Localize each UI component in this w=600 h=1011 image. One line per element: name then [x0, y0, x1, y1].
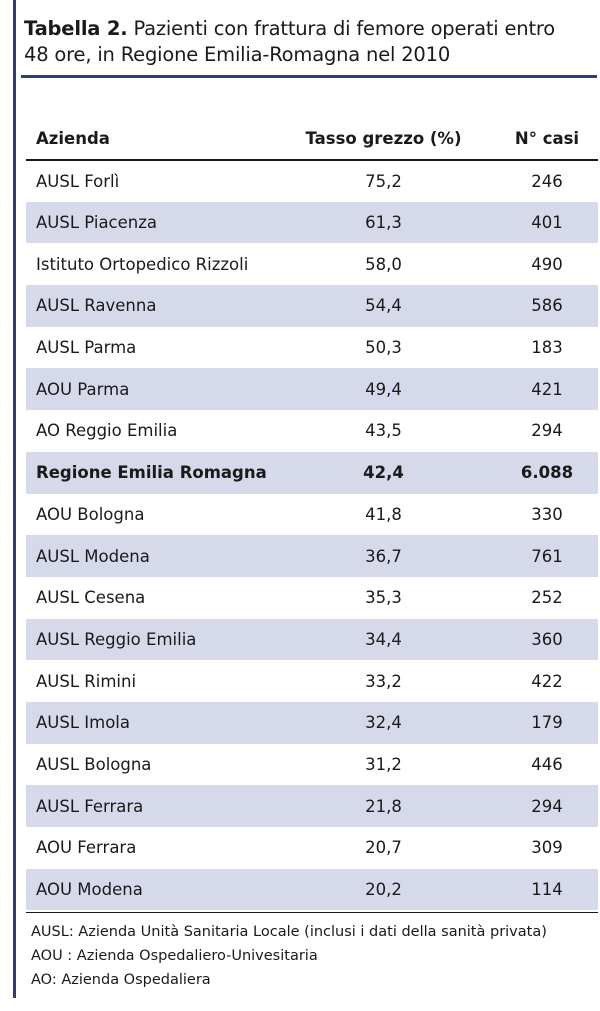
table-row: AUSL Modena 36,7 761: [26, 535, 598, 577]
cell-tasso: 32,4: [365, 713, 402, 733]
cell-tasso: 20,7: [365, 838, 402, 858]
table-row: AUSL Parma 50,3 183: [26, 327, 598, 369]
cell-azienda: AUSL Ferrara: [36, 796, 144, 816]
table-row: Istituto Ortopedico Rizzoli 58,0 490: [26, 243, 598, 285]
table-row: AUSL Imola 32,4 179: [26, 701, 598, 744]
cell-casi: 421: [531, 379, 563, 399]
table-caption: Tabella 2. Pazienti con frattura di femo…: [24, 16, 584, 68]
cell-azienda: AOU Bologna: [36, 504, 145, 524]
cell-tasso: 34,4: [365, 629, 402, 649]
cell-casi: 422: [531, 671, 563, 691]
cell-tasso: 49,4: [365, 379, 402, 399]
table-row: AO Reggio Emilia 43,5 294: [26, 410, 598, 452]
cell-casi: 490: [531, 254, 563, 274]
table-row: AOU Parma 49,4 421: [26, 368, 598, 411]
cell-azienda: AUSL Parma: [36, 338, 137, 358]
cell-azienda: AUSL Piacenza: [36, 213, 158, 233]
cell-azienda: AOU Parma: [36, 379, 130, 399]
cell-tasso: 42,4: [363, 463, 404, 483]
footnote-ao: AO: Azienda Ospedaliera: [31, 972, 211, 988]
cell-casi: 6.088: [520, 463, 574, 483]
cell-tasso: 21,8: [365, 796, 402, 816]
cell-tasso: 61,3: [365, 213, 402, 233]
cell-azienda: AUSL Modena: [36, 546, 150, 566]
table-body: AUSL Forlì 75,2 246 AUSL Piacenza 61,3 401 Ist…: [26, 160, 598, 911]
footnote-aou: AOU : Azienda Ospedaliero-Univesitaria: [31, 948, 318, 964]
cell-casi: 183: [531, 338, 563, 358]
cell-casi: 446: [531, 754, 563, 774]
table-row: AUSL Cesena 35,3 252: [26, 577, 598, 619]
cell-casi: 401: [531, 213, 563, 233]
cell-casi: 360: [531, 629, 563, 649]
cell-tasso: 54,4: [365, 296, 402, 316]
cell-azienda: AO Reggio Emilia: [36, 421, 178, 441]
footnotes: AUSL: Azienda Unità Sanitaria Locale (in…: [31, 920, 600, 992]
cell-tasso: 35,3: [365, 588, 402, 608]
header-tasso: Tasso grezzo (%): [271, 118, 496, 161]
cell-tasso: 33,2: [365, 671, 402, 691]
table-row: AOU Ferrara 20,7 309: [26, 827, 598, 869]
table-row: AUSL Ravenna 54,4 586: [26, 285, 598, 327]
table-row: AOU Modena 20,2 114: [26, 868, 598, 911]
table-row: AUSL Bologna 31,2 446: [26, 744, 598, 786]
cell-tasso: 20,2: [365, 880, 402, 900]
caption-label: Tabella 2.: [24, 17, 128, 40]
cell-tasso: 50,3: [365, 338, 402, 358]
cell-azienda: AUSL Imola: [36, 713, 131, 733]
cell-azienda: AUSL Reggio Emilia: [36, 629, 197, 649]
cell-tasso: 41,8: [365, 504, 402, 524]
cell-casi: 294: [531, 421, 563, 441]
table-row: AUSL Ferrara 21,8 294: [26, 785, 598, 827]
cell-tasso: 31,2: [365, 754, 402, 774]
cell-azienda: AUSL Rimini: [36, 671, 137, 691]
cell-casi: 330: [531, 504, 563, 524]
table-row: AUSL Rimini 33,2 422: [26, 660, 598, 702]
cell-azienda: AUSL Cesena: [36, 588, 146, 608]
cell-casi: 294: [531, 796, 563, 816]
table-row: AUSL Reggio Emilia 34,4 360: [26, 618, 598, 661]
cell-tasso: 36,7: [365, 546, 402, 566]
table-frame: Tabella 2. Pazienti con frattura di femo…: [13, 0, 598, 998]
cell-azienda: AUSL Forlì: [36, 171, 120, 191]
cell-tasso: 75,2: [365, 171, 402, 191]
table-row: AOU Bologna 41,8 330: [26, 494, 598, 536]
cell-azienda: AUSL Bologna: [36, 754, 152, 774]
cell-casi: 252: [531, 588, 563, 608]
cell-azienda: AUSL Ravenna: [36, 296, 157, 316]
cell-casi: 114: [531, 880, 563, 900]
cell-azienda: Regione Emilia Romagna: [36, 463, 267, 483]
cell-tasso: 43,5: [365, 421, 402, 441]
cell-casi: 761: [531, 546, 563, 566]
notes-divider: [26, 912, 598, 913]
header-casi: N° casi: [496, 118, 598, 161]
table-row: AUSL Piacenza 61,3 401: [26, 201, 598, 244]
table-row: Regione Emilia Romagna 42,4 6.088: [26, 451, 598, 494]
caption-text: Pazienti con frattura di femore operati …: [24, 17, 556, 66]
cell-casi: 309: [531, 838, 563, 858]
cell-casi: 246: [531, 171, 563, 191]
cell-tasso: 58,0: [365, 254, 402, 274]
header-row: Azienda Tasso grezzo (%) N° casi: [26, 118, 598, 161]
cell-azienda: AOU Modena: [36, 880, 143, 900]
data-table: Azienda Tasso grezzo (%) N° casi AUSL Fo…: [26, 118, 598, 911]
cell-casi: 179: [531, 713, 563, 733]
cell-azienda: AOU Ferrara: [36, 838, 137, 858]
header-azienda: Azienda: [26, 118, 271, 161]
cell-casi: 586: [531, 296, 563, 316]
table-row: AUSL Forlì 75,2 246: [26, 160, 598, 202]
footnote-ausl: AUSL: Azienda Unità Sanitaria Locale (in…: [31, 924, 547, 940]
caption-divider: [21, 75, 597, 78]
cell-azienda: Istituto Ortopedico Rizzoli: [36, 254, 249, 274]
